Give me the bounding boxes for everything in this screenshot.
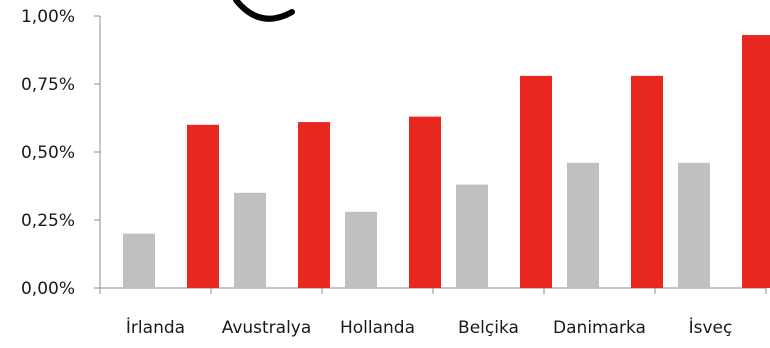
bar-i̇rlanda-series-1 [123,233,155,288]
x-tick-label: Danimarka [553,318,646,338]
bar-avustralya-series-1 [234,192,266,288]
bar-danimarka-series-1 [567,162,599,288]
x-tick-label: Avustralya [222,318,312,338]
bar-i̇rlanda-series-2 [187,124,219,288]
y-tick-label: 0,25% [21,211,75,231]
x-tick-label: İsveç [689,317,733,338]
bar-belçika-series-1 [456,184,488,288]
bars [123,35,770,288]
bar-belçika-series-2 [520,75,552,288]
y-tick-label: 1,00% [21,7,75,27]
bar-hollanda-series-1 [345,211,377,288]
y-tick-label: 0,50% [21,143,75,163]
y-tick-label: 0,00% [21,279,75,299]
x-tick-label: Hollanda [340,318,415,338]
bar-i̇sveç-series-2 [742,35,770,288]
bar-danimarka-series-2 [631,75,663,288]
x-tick-label: Belçika [458,318,519,338]
cropped-top-shape [233,0,295,22]
bar-hollanda-series-2 [409,116,441,288]
y-tick-label: 0,75% [21,75,75,95]
bar-avustralya-series-2 [298,122,330,288]
bar-i̇sveç-series-1 [678,162,710,288]
x-tick-label: İrlanda [126,317,185,338]
tick-labels: 0,00% 0,25% 0,50% 0,75% 1,00% İrlanda Avustral… [21,7,732,338]
